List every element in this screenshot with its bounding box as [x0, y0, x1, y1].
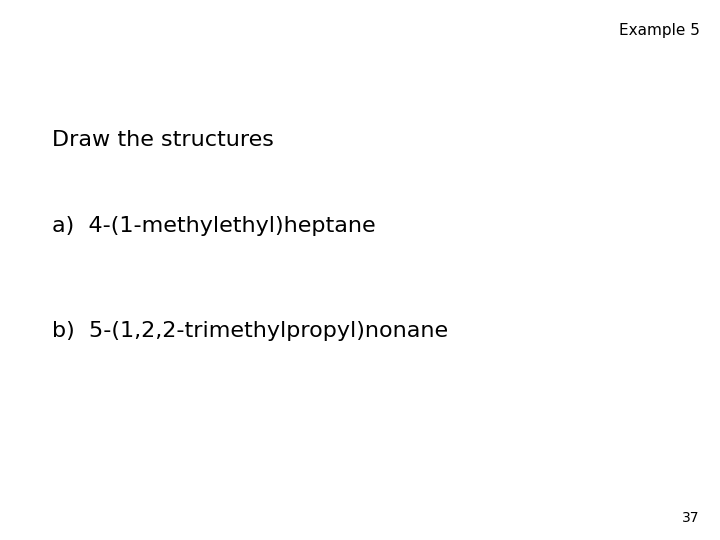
- Text: Draw the structures: Draw the structures: [52, 130, 274, 150]
- Text: a)  4-(1-methylethyl)heptane: a) 4-(1-methylethyl)heptane: [52, 216, 375, 236]
- Text: 37: 37: [683, 511, 700, 525]
- Text: Example 5: Example 5: [619, 23, 700, 38]
- Text: b)  5-(1,2,2-trimethylpropyl)nonane: b) 5-(1,2,2-trimethylpropyl)nonane: [52, 321, 448, 341]
